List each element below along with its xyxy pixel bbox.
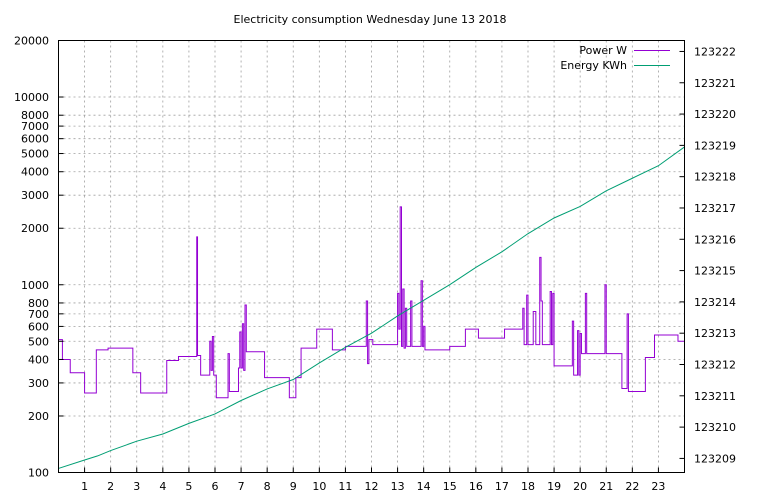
y-right-tick-label: 123222 <box>694 45 736 58</box>
y-left-tick-label: 700 <box>28 308 49 321</box>
y-right-tick-label: 123220 <box>694 108 736 121</box>
x-tick-label: 15 <box>443 480 457 493</box>
x-tick-label: 2 <box>107 480 114 493</box>
legend-label-power: Power W <box>579 44 627 57</box>
series-layer <box>58 146 685 469</box>
chart-title: Electricity consumption Wednesday June 1… <box>234 13 507 26</box>
x-tick-label: 7 <box>238 480 245 493</box>
y-left-tick-label: 7000 <box>21 120 49 133</box>
y-right-tick-label: 123219 <box>694 139 736 152</box>
y-right-tick-label: 123216 <box>694 233 736 246</box>
y-left-tick-label: 600 <box>28 320 49 333</box>
series-line-power <box>58 206 685 399</box>
x-tick-label: 9 <box>290 480 297 493</box>
y-right-tick-label: 123214 <box>694 296 736 309</box>
x-tick-label: 10 <box>312 480 326 493</box>
legend-label-energy: Energy KWh <box>560 59 627 72</box>
y-left-tick-label: 1000 <box>21 279 49 292</box>
legend: Power W Energy KWh <box>560 44 670 72</box>
y-left-tick-label: 10000 <box>14 91 49 104</box>
x-tick-label: 16 <box>469 480 483 493</box>
y-left-tick-label: 300 <box>28 377 49 390</box>
tick-layer: 1 2 3 4 5 6 7 8 9 10 11 12 13 14 15 16 17 18 19 20 21 22 23100… <box>14 35 736 494</box>
y-left-tick-label: 200 <box>28 410 49 423</box>
y-right-tick-label: 123212 <box>694 359 736 372</box>
y-right-tick-label: 123217 <box>694 202 736 215</box>
y-left-tick-label: 2000 <box>21 222 49 235</box>
x-tick-label: 23 <box>651 480 665 493</box>
y-right-tick-label: 123210 <box>694 421 736 434</box>
y-left-tick-label: 3000 <box>21 189 49 202</box>
y-right-tick-label: 123218 <box>694 171 736 184</box>
x-tick-label: 12 <box>365 480 379 493</box>
y-left-tick-label: 20000 <box>14 35 49 48</box>
y-left-tick-label: 800 <box>28 297 49 310</box>
x-tick-label: 18 <box>521 480 535 493</box>
series-line-energy <box>58 146 685 469</box>
y-right-tick-label: 123211 <box>694 390 736 403</box>
x-tick-label: 22 <box>625 480 639 493</box>
x-tick-label: 20 <box>573 480 587 493</box>
x-tick-label: 5 <box>185 480 192 493</box>
x-tick-label: 14 <box>417 480 431 493</box>
x-tick-label: 4 <box>159 480 166 493</box>
y-left-tick-label: 6000 <box>21 133 49 146</box>
grid-layer <box>58 40 685 473</box>
y-left-tick-label: 400 <box>28 353 49 366</box>
y-right-tick-label: 123209 <box>694 452 736 465</box>
x-tick-label: 19 <box>547 480 561 493</box>
x-tick-label: 11 <box>338 480 352 493</box>
x-tick-label: 13 <box>391 480 405 493</box>
y-right-tick-label: 123215 <box>694 265 736 278</box>
x-tick-label: 1 <box>81 480 88 493</box>
x-tick-label: 8 <box>264 480 271 493</box>
y-left-tick-label: 100 <box>28 467 49 480</box>
x-tick-label: 3 <box>133 480 140 493</box>
y-right-tick-label: 123221 <box>694 77 736 90</box>
x-tick-label: 6 <box>212 480 219 493</box>
y-right-tick-label: 123213 <box>694 327 736 340</box>
y-left-tick-label: 5000 <box>21 148 49 161</box>
x-tick-label: 21 <box>599 480 613 493</box>
x-tick-label: 17 <box>495 480 509 493</box>
y-left-tick-label: 4000 <box>21 166 49 179</box>
y-left-tick-label: 500 <box>28 335 49 348</box>
y-left-tick-label: 8000 <box>21 109 49 122</box>
